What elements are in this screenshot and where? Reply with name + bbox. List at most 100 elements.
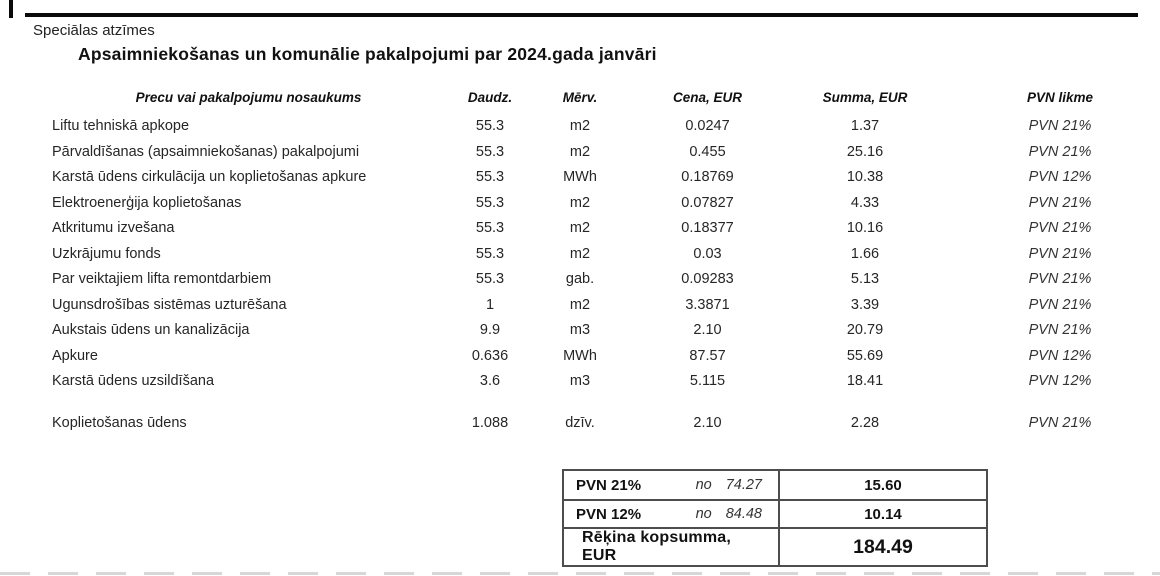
table-row: Liftu tehniskā apkope 55.3 m2 0.0247 1.3… xyxy=(52,114,1135,140)
cell-vat-rate: PVN 21% xyxy=(1028,194,1092,211)
cell-quantity: 55.3 xyxy=(475,220,505,236)
cell-quantity: 1 xyxy=(485,296,495,313)
vat-12-base: 84.48 xyxy=(725,506,762,522)
cell-service-name: Apkure xyxy=(52,347,98,364)
cell-quantity: 9.9 xyxy=(479,322,501,338)
cell-vat-rate: PVN 21% xyxy=(1028,118,1092,134)
vat-12-label: PVN 12% xyxy=(576,505,642,523)
cell-vat-rate: PVN 12% xyxy=(1028,347,1092,364)
cell-quantity: 55.3 xyxy=(475,143,505,160)
cell-vat-rate: PVN 21% xyxy=(1028,296,1092,313)
cell-quantity: 55.3 xyxy=(475,245,505,262)
cell-service-name: Uzkrājumu fonds xyxy=(52,245,161,262)
cell-amount: 3.39 xyxy=(850,296,880,313)
cell-amount: 1.37 xyxy=(850,118,880,134)
cell-price: 87.57 xyxy=(689,347,726,364)
bottom-perforation-line xyxy=(0,572,1160,575)
cell-unit: m3 xyxy=(569,322,591,338)
cell-quantity: 55.3 xyxy=(475,271,505,287)
vat-12-amount: 10.14 xyxy=(778,501,986,527)
cell-service-name: Karstā ūdens cirkulācija un koplietošana… xyxy=(52,169,367,185)
cell-vat-rate: PVN 21% xyxy=(1028,143,1092,160)
cell-unit: m3 xyxy=(569,373,591,389)
table-row: Karstā ūdens cirkulācija un koplietošana… xyxy=(52,165,1135,191)
vat-12-row: PVN 12% no 84.48 10.14 xyxy=(564,499,986,527)
table-header-row: Precu vai pakalpojumu nosaukums Daudz. M… xyxy=(52,88,1135,108)
header-unit: Mērv. xyxy=(562,90,598,105)
cell-amount: 4.33 xyxy=(850,194,880,211)
cell-vat-rate: PVN 21% xyxy=(1028,322,1092,338)
cell-amount: 55.69 xyxy=(846,347,884,364)
cell-unit: gab. xyxy=(565,271,595,287)
table-row: Aukstais ūdens un kanalizācija 9.9 m3 2.… xyxy=(52,318,1135,344)
cell-amount: 10.16 xyxy=(846,220,884,236)
vat-21-label: PVN 21% xyxy=(576,476,642,494)
cell-service-name: Par veiktajiem lifta remontdarbiem xyxy=(52,271,272,287)
cell-service-name: Ugunsdrošības sistēmas uzturēšana xyxy=(52,296,287,313)
cell-price: 5.115 xyxy=(689,373,726,389)
cell-price: 0.03 xyxy=(693,245,722,262)
cell-service-name: Atkritumu izvešana xyxy=(52,220,175,236)
cell-vat-rate: PVN 21% xyxy=(1028,220,1092,236)
cell-unit: m2 xyxy=(569,143,591,160)
cell-price: 0.18769 xyxy=(681,169,734,185)
cell-unit: m2 xyxy=(569,118,591,134)
cell-vat-rate: PVN 21% xyxy=(1028,245,1092,262)
totals-box: PVN 21% no 74.27 15.60 PVN 12% no 84.48 … xyxy=(562,469,988,567)
cell-quantity: 3.6 xyxy=(479,373,501,389)
cell-vat-rate: PVN 21% xyxy=(1028,271,1092,287)
cell-amount: 10.38 xyxy=(846,169,884,185)
cell-vat-rate: PVN 21% xyxy=(1028,414,1092,431)
cell-unit: m2 xyxy=(569,220,591,236)
table-row: Koplietošanas ūdens 1.088 dzīv. 2.10 2.2… xyxy=(52,411,1135,437)
cell-service-name: Koplietošanas ūdens xyxy=(52,414,187,431)
cell-price: 0.18377 xyxy=(681,220,734,236)
cell-amount: 2.28 xyxy=(850,414,880,431)
cell-quantity: 0.636 xyxy=(471,347,509,364)
cell-unit: MWh xyxy=(563,347,597,364)
cell-amount: 25.16 xyxy=(846,143,884,160)
cell-quantity: 55.3 xyxy=(475,118,505,134)
cell-price: 2.10 xyxy=(693,414,722,431)
cell-service-name: Karstā ūdens uzsildīšana xyxy=(52,373,215,389)
cell-unit: dzīv. xyxy=(565,414,595,431)
corner-tick-mark xyxy=(9,0,13,18)
header-service-name: Precu vai pakalpojumu nosaukums xyxy=(135,90,362,105)
table-row: Uzkrājumu fonds 55.3 m2 0.03 1.66 PVN 21… xyxy=(52,242,1135,268)
cell-unit: MWh xyxy=(563,169,597,185)
table-row: Par veiktajiem lifta remontdarbiem 55.3 … xyxy=(52,267,1135,293)
special-notes-label: Speciālas atzīmes xyxy=(33,22,155,39)
vat-21-amount: 15.60 xyxy=(778,471,986,499)
cell-price: 0.09283 xyxy=(681,271,734,287)
header-price: Cena, EUR xyxy=(672,90,743,105)
vat-21-base-prefix: no xyxy=(695,477,712,493)
table-row: Apkure 0.636 MWh 87.57 55.69 PVN 12% xyxy=(52,344,1135,370)
header-vat-rate: PVN likme xyxy=(1026,90,1094,105)
cell-price: 2.10 xyxy=(693,322,722,338)
table-row: Ugunsdrošības sistēmas uzturēšana 1 m2 3… xyxy=(52,293,1135,319)
cell-service-name: Aukstais ūdens un kanalizācija xyxy=(52,322,250,338)
cell-unit: m2 xyxy=(569,296,591,313)
header-amount: Summa, EUR xyxy=(822,90,908,105)
cell-price: 0.07827 xyxy=(681,194,734,211)
cell-quantity: 55.3 xyxy=(475,169,505,185)
invoice-total-label: Rēķina kopsumma, EUR xyxy=(582,529,732,564)
table-row: Pārvaldīšanas (apsaimniekošanas) pakalpo… xyxy=(52,140,1135,166)
vat-21-base: 74.27 xyxy=(725,477,762,493)
invoice-total-row: Rēķina kopsumma, EUR 184.49 xyxy=(564,527,986,565)
cell-unit: m2 xyxy=(569,245,591,262)
table-row: Elektroenerģija koplietošanas 55.3 m2 0.… xyxy=(52,191,1135,217)
cell-unit: m2 xyxy=(569,194,591,211)
cell-price: 3.3871 xyxy=(685,296,730,313)
services-table: Precu vai pakalpojumu nosaukums Daudz. M… xyxy=(52,88,1135,436)
page-title: Apsaimniekošanas un komunālie pakalpojum… xyxy=(78,44,657,64)
vat-21-row: PVN 21% no 74.27 15.60 xyxy=(564,471,986,499)
cell-amount: 20.79 xyxy=(846,322,884,338)
top-rule-line xyxy=(25,13,1138,17)
cell-amount: 5.13 xyxy=(850,271,880,287)
cell-vat-rate: PVN 12% xyxy=(1028,373,1092,389)
table-row: Karstā ūdens uzsildīšana 3.6 m3 5.115 18… xyxy=(52,369,1135,395)
cell-amount: 1.66 xyxy=(850,245,880,262)
cell-quantity: 55.3 xyxy=(475,194,505,211)
